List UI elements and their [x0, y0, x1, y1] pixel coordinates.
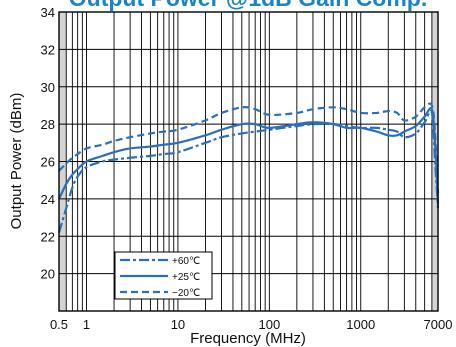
y-tick-labels: 20 22 24 26 28 30 32 34: [41, 5, 55, 282]
y-tick-label: 26: [41, 155, 55, 170]
legend-label-minus20c: −20℃: [172, 288, 200, 299]
chart-title: Output Power @1dB Gain Comp.: [69, 0, 428, 11]
x-tick-label: 0.5: [50, 317, 68, 332]
x-tick-label: 1000: [346, 317, 375, 332]
y-tick-label: 20: [41, 267, 55, 282]
y-tick-label: 34: [41, 5, 55, 20]
legend: +60℃ +25℃ −20℃: [114, 251, 213, 300]
series-line-0: [57, 110, 440, 233]
x-tick-label: 100: [258, 317, 280, 332]
x-tick-label: 10: [171, 317, 185, 332]
y-tick-label: 28: [41, 117, 55, 132]
series-lines: [57, 102, 440, 233]
legend-label-60c: +60℃: [172, 256, 200, 267]
y-tick-label: 32: [41, 42, 55, 57]
series-line-1: [58, 107, 440, 205]
x-tick-label: 7000: [424, 317, 453, 332]
y-tick-label: 22: [41, 229, 55, 244]
y-tick-label: 30: [41, 80, 55, 95]
x-axis-label: Frequency (MHz): [190, 330, 306, 347]
series-line-2: [58, 102, 440, 194]
y-axis-label: Output Power (dBm): [8, 93, 25, 230]
plot-frame: [58, 11, 439, 312]
x-tick-label: 1: [83, 317, 90, 332]
legend-label-25c: +25℃: [172, 272, 200, 283]
y-tick-label: 24: [41, 192, 55, 207]
x-tick-labels: 0.5 1 10 100 1000 7000: [50, 317, 453, 332]
